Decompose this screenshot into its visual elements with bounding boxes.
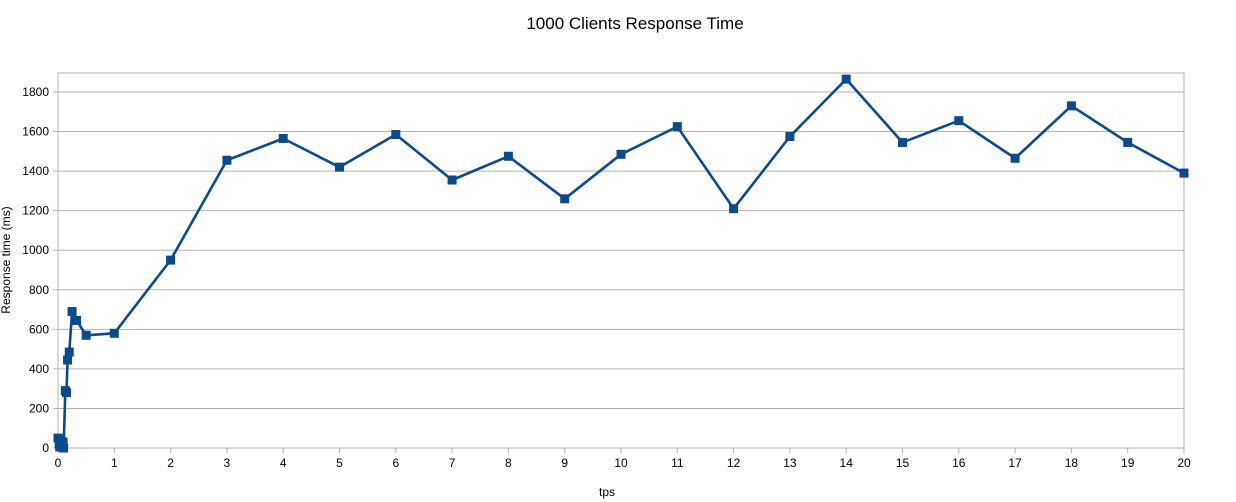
y-tick-label: 1600 <box>22 125 49 139</box>
data-point <box>1123 137 1133 147</box>
data-point <box>391 130 401 140</box>
y-tick-label: 0 <box>42 441 49 455</box>
y-axis-label: Response time (ms) <box>0 206 13 313</box>
data-point <box>841 74 851 84</box>
series-line <box>56 77 1185 450</box>
data-point <box>81 330 91 340</box>
data-point <box>954 116 964 126</box>
x-tick-label: 17 <box>1008 456 1022 470</box>
data-point <box>109 328 119 338</box>
plot-area-border <box>57 72 1185 449</box>
data-point <box>278 133 288 143</box>
y-tick-label: 1400 <box>22 164 49 178</box>
x-tick-label: 13 <box>783 456 797 470</box>
x-tick-label: 6 <box>392 456 399 470</box>
x-tick-label: 20 <box>1177 456 1191 470</box>
y-tick-label: 200 <box>29 401 49 415</box>
data-point <box>67 307 77 317</box>
x-tick-label: 1 <box>111 456 118 470</box>
x-axis-label: tps <box>599 485 615 499</box>
y-tick-label: 400 <box>29 362 49 376</box>
data-point <box>1066 101 1076 111</box>
x-tick-label: 12 <box>727 456 741 470</box>
y-tick-label: 1800 <box>22 85 49 99</box>
data-point <box>1179 168 1189 178</box>
data-point <box>64 347 74 357</box>
data-point <box>898 137 907 147</box>
x-tick-label: 2 <box>167 456 174 470</box>
x-tick-label: 8 <box>505 456 512 470</box>
data-point <box>672 122 682 132</box>
data-point <box>61 388 71 398</box>
data-point <box>560 194 570 204</box>
x-tick-label: 11 <box>671 456 684 470</box>
data-point <box>58 437 68 447</box>
chart-title: 1000 Clients Response Time <box>526 14 743 33</box>
data-point <box>72 315 82 325</box>
x-tick-label: 5 <box>336 456 343 470</box>
y-tick-label: 1200 <box>22 204 49 218</box>
x-tick-label: 10 <box>614 456 628 470</box>
data-point <box>729 204 739 214</box>
x-tick-label: 14 <box>840 456 854 470</box>
data-point <box>166 255 176 265</box>
y-tick-label: 800 <box>29 283 49 297</box>
x-tick-label: 0 <box>55 456 62 470</box>
data-point <box>616 149 626 159</box>
data-point <box>63 355 73 365</box>
data-point <box>222 155 232 165</box>
x-tick-label: 7 <box>449 456 456 470</box>
x-tick-label: 18 <box>1065 456 1079 470</box>
x-tick-label: 4 <box>280 456 287 470</box>
grid <box>58 91 1184 409</box>
x-tick-label: 16 <box>952 456 966 470</box>
y-axis-ticks: 0 200 400 600 800 1000 1200 1400 1600 1800 <box>22 85 58 455</box>
series-layer <box>53 74 1189 453</box>
x-axis-ticks: 0 1 2 3 4 5 6 7 8 9 10 11 12 13 14 15 16 17 18 19 20 <box>55 448 1191 470</box>
y-tick-label: 1000 <box>22 243 49 257</box>
y-tick-label: 600 <box>29 322 49 336</box>
data-point <box>785 132 795 141</box>
data-point <box>503 151 513 161</box>
data-point <box>335 162 344 172</box>
data-point <box>447 175 457 185</box>
data-point <box>59 443 69 453</box>
x-tick-label: 19 <box>1121 456 1135 470</box>
x-tick-label: 3 <box>224 456 231 470</box>
data-point <box>1010 153 1020 163</box>
x-tick-label: 15 <box>896 456 910 470</box>
x-tick-label: 9 <box>561 456 568 470</box>
